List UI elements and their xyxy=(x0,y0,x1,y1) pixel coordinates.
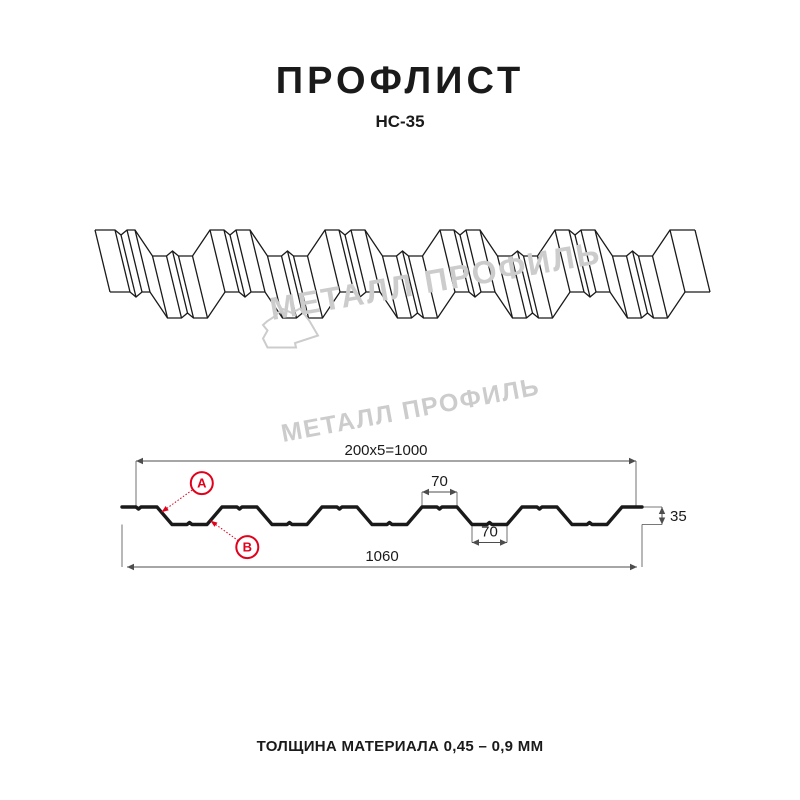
svg-text:1060: 1060 xyxy=(365,548,398,565)
svg-text:35: 35 xyxy=(670,508,687,525)
svg-text:70: 70 xyxy=(431,473,448,490)
svg-text:B: B xyxy=(243,540,252,555)
svg-text:МЕТАЛЛ ПРОФИЛЬ: МЕТАЛЛ ПРОФИЛЬ xyxy=(267,234,604,327)
svg-text:A: A xyxy=(197,476,207,491)
svg-text:МЕТАЛЛ ПРОФИЛЬ: МЕТАЛЛ ПРОФИЛЬ xyxy=(279,373,542,448)
svg-text:200х5=1000: 200х5=1000 xyxy=(345,442,428,459)
